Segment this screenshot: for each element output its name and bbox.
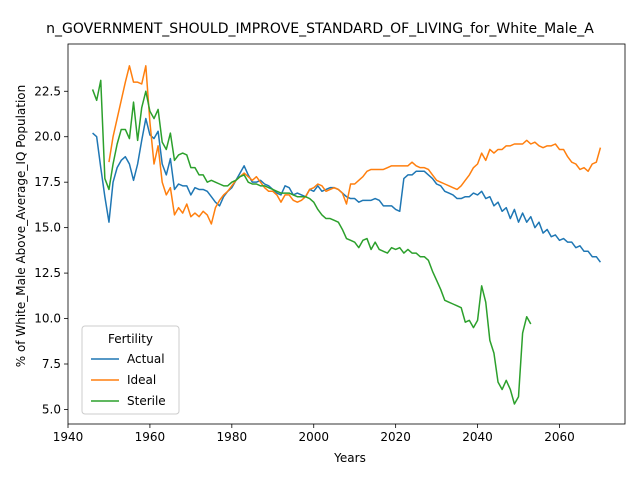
- x-tick-label: 2020: [380, 430, 411, 444]
- y-tick-label: 12.5: [34, 266, 61, 280]
- y-tick-label: 10.0: [34, 312, 61, 326]
- series-line-sterile: [91, 79, 532, 405]
- y-tick-label: 22.5: [34, 84, 61, 98]
- legend-label-sterile: Sterile: [127, 394, 166, 408]
- plot-frame: [67, 43, 626, 425]
- y-tick-label: 15.0: [34, 221, 61, 235]
- legend-label-actual: Actual: [127, 352, 165, 366]
- y-tick-label: 17.5: [34, 175, 61, 189]
- y-tick-label: 20.0: [34, 130, 61, 144]
- x-tick-label: 2040: [462, 430, 493, 444]
- x-tick-label: 1980: [217, 430, 248, 444]
- legend: Fertility Actual Ideal Sterile: [81, 325, 180, 415]
- y-tick-label: 5.0: [42, 402, 61, 416]
- legend-box: [81, 325, 180, 415]
- y-axis-label: % of White_Male Above_Average_IQ Populat…: [14, 85, 28, 368]
- x-tick-label: 1960: [135, 430, 166, 444]
- x-tick-label: 2000: [298, 430, 329, 444]
- x-axis-label: Years: [333, 451, 366, 465]
- x-tick-label: 2060: [544, 430, 575, 444]
- series-line-actual: [92, 117, 602, 263]
- y-tick-label: 7.5: [42, 357, 61, 371]
- legend-title: Fertility: [108, 332, 153, 346]
- plot-area: 1940 1960 1980 2000 2020 2040 2060 5.0 7.5 10.0 12…: [34, 43, 626, 444]
- legend-label-ideal: Ideal: [127, 373, 156, 387]
- series-line-ideal: [108, 65, 602, 225]
- x-tick-label: 1940: [53, 430, 84, 444]
- chart-title: n_GOVERNMENT_SHOULD_IMPROVE_STANDARD_OF_…: [46, 21, 594, 37]
